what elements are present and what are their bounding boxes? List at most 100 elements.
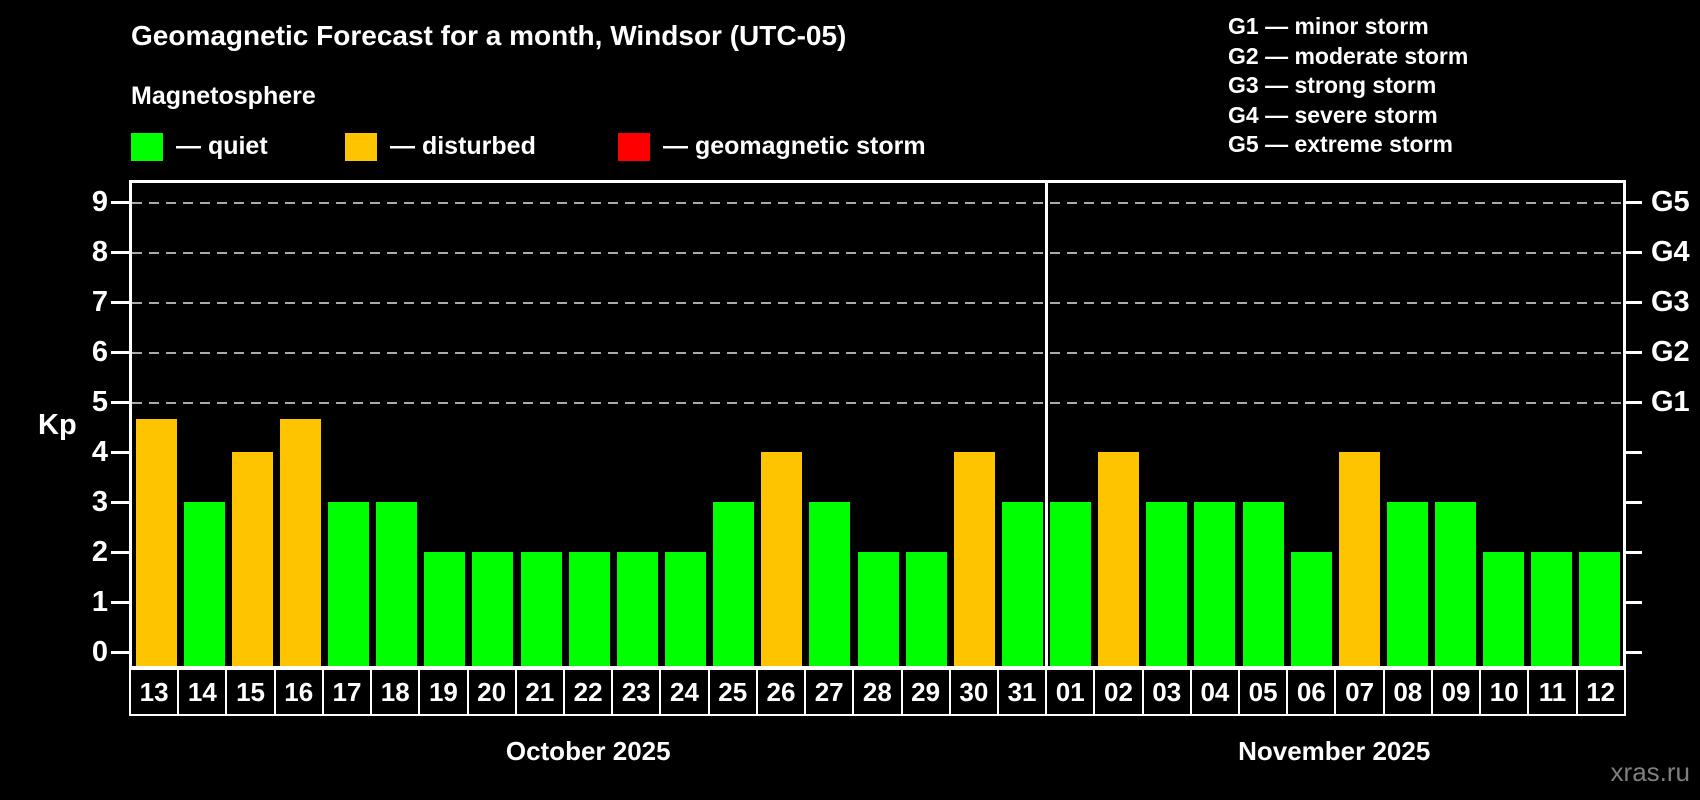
day-label: 22 — [562, 668, 614, 716]
y-axis-tick — [111, 351, 129, 354]
kp-bar — [183, 502, 225, 666]
kp-bar — [905, 552, 947, 666]
kp-bar — [1531, 552, 1573, 666]
y-axis-tick-right — [1624, 251, 1642, 254]
day-label: 08 — [1382, 668, 1433, 716]
kp-bar — [328, 502, 370, 666]
y-axis-tick-right — [1624, 401, 1642, 404]
g-scale-tick-label: G4 — [1651, 236, 1690, 268]
y-axis-tick — [111, 401, 129, 404]
day-label: 06 — [1286, 668, 1337, 716]
kp-bar — [761, 452, 803, 666]
day-label: 25 — [707, 668, 758, 716]
day-label: 12 — [1575, 668, 1626, 716]
day-label: 10 — [1479, 668, 1530, 716]
storm-scale-line-g5: G5 — extreme storm — [1228, 131, 1453, 157]
y-axis-tick — [111, 551, 129, 554]
grid-line-kp6 — [132, 352, 1623, 354]
kp-bar — [857, 552, 899, 666]
grid-line-kp7 — [132, 302, 1623, 304]
y-axis-tick-right — [1624, 651, 1642, 654]
kp-bar — [664, 552, 706, 666]
day-label: 15 — [225, 668, 276, 716]
day-label: 17 — [321, 668, 373, 716]
day-label: 07 — [1334, 668, 1385, 716]
storm-scale-line-g4: G4 — severe storm — [1228, 101, 1438, 128]
kp-bar — [376, 502, 418, 666]
kp-bar — [1290, 552, 1332, 666]
page-title: Geomagnetic Forecast for a month, Windso… — [131, 20, 847, 51]
kp-bar — [1242, 502, 1284, 666]
day-label: 16 — [273, 668, 324, 716]
g-scale-tick-label: G1 — [1651, 386, 1690, 418]
chart-subtitle: Magnetosphere — [131, 82, 316, 110]
kp-bar — [472, 552, 514, 666]
watermark: xras.ru — [1610, 757, 1690, 787]
day-label: 02 — [1093, 668, 1144, 716]
grid-line-kp8 — [132, 252, 1623, 254]
storm-scale-line-g2: G2 — moderate storm — [1228, 42, 1469, 69]
month-label: October 2025 — [505, 736, 671, 766]
grid-line-kp9 — [132, 202, 1623, 204]
y-axis-tick — [111, 251, 129, 254]
kp-bar — [1483, 552, 1525, 666]
kp-bar — [135, 418, 177, 666]
y-tick-label: 1 — [91, 586, 108, 618]
legend-label-storm: — geomagnetic storm — [663, 132, 926, 160]
y-axis-tick-right — [1624, 601, 1642, 604]
day-label: 31 — [996, 668, 1048, 716]
y-tick-label: 6 — [91, 336, 108, 368]
kp-bar — [1194, 502, 1236, 666]
day-label: 24 — [659, 668, 710, 716]
legend-item-storm: — geomagnetic storm — [618, 132, 926, 161]
y-axis-tick-right — [1624, 351, 1642, 354]
kp-bar — [424, 552, 466, 666]
y-tick-label: 0 — [91, 636, 108, 668]
g-scale-tick-label: G5 — [1651, 186, 1690, 218]
day-label: 11 — [1527, 668, 1578, 716]
y-axis-title: Kp — [38, 409, 77, 441]
y-tick-label: 2 — [91, 536, 108, 568]
day-label: 29 — [900, 668, 951, 716]
y-axis-tick — [111, 201, 129, 204]
month-label: November 2025 — [1238, 736, 1431, 766]
y-tick-label: 5 — [91, 386, 108, 418]
kp-bar — [520, 552, 562, 666]
month-separator-line — [1045, 183, 1049, 666]
kp-bar — [568, 552, 610, 666]
y-axis-tick-right — [1624, 301, 1642, 304]
y-tick-label: 4 — [91, 436, 108, 468]
day-label: 30 — [948, 668, 999, 716]
legend-label-disturbed: — disturbed — [390, 132, 536, 160]
kp-bar — [1050, 502, 1092, 666]
y-tick-label: 7 — [91, 286, 108, 318]
x-axis-day-labels: 13 14 15 16 17 18 19 20 21 22 23 24 25 26 27 28 29 30 31 01… — [129, 668, 1626, 716]
g-scale-tick-label: G3 — [1651, 286, 1690, 318]
day-label: 20 — [466, 668, 517, 716]
quiet-color-swatch — [131, 132, 163, 161]
legend-item-disturbed: — disturbed — [345, 132, 536, 161]
kp-bar — [809, 502, 851, 666]
storm-color-swatch — [618, 132, 650, 161]
day-label: 18 — [370, 668, 421, 716]
day-label: 01 — [1045, 668, 1096, 716]
day-label: 03 — [1141, 668, 1192, 716]
day-label: 19 — [418, 668, 469, 716]
kp-bar — [713, 502, 755, 666]
day-label: 05 — [1238, 668, 1289, 716]
storm-scale-line-g1: G1 — minor storm — [1228, 13, 1429, 39]
kp-bar — [1386, 502, 1428, 666]
kp-bar — [1435, 502, 1477, 666]
y-axis-tick-right — [1624, 551, 1642, 554]
y-tick-label: 3 — [91, 486, 108, 518]
kp-bar — [231, 452, 273, 666]
y-axis-tick — [111, 501, 129, 504]
day-label: 28 — [852, 668, 903, 716]
y-tick-label: 9 — [91, 186, 108, 218]
kp-bar — [1579, 552, 1621, 666]
disturbed-color-swatch — [345, 132, 377, 161]
y-axis-tick-right — [1624, 451, 1642, 454]
y-axis-tick — [111, 451, 129, 454]
legend-item-quiet: — quiet — [131, 132, 268, 161]
